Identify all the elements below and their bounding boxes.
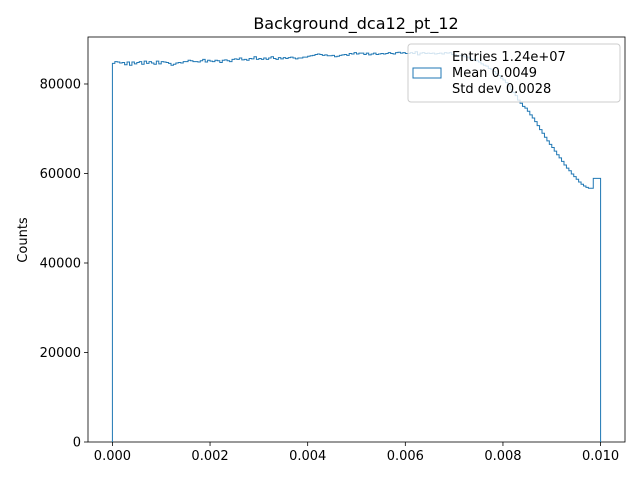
legend-mean: Mean 0.0049: [452, 66, 537, 81]
x-tick-label: 0.000: [94, 449, 131, 464]
histogram-series-line: [111, 51, 602, 442]
legend-entries: Entries 1.24e+07: [452, 50, 566, 65]
y-tick-label: 80000: [40, 77, 81, 92]
y-tick-label: 40000: [40, 256, 81, 271]
legend: Entries 1.24e+07 Mean 0.0049 Std dev 0.0…: [407, 43, 621, 103]
y-tick-label: 0: [73, 436, 81, 451]
y-axis-label: Counts: [16, 217, 31, 263]
y-tick-label: 60000: [40, 167, 81, 182]
legend-swatch: [412, 67, 442, 79]
x-tick-label: 0.008: [484, 449, 521, 464]
chart-title: Background_dca12_pt_12: [253, 14, 458, 34]
x-axis: 0.000 0.002 0.004 0.006 0.008 0.010: [94, 442, 619, 464]
y-axis: 0 20000 40000 60000 80000: [40, 77, 88, 451]
x-tick-label: 0.010: [582, 449, 619, 464]
legend-box: [407, 43, 621, 103]
y-tick-label: 20000: [40, 346, 81, 361]
x-tick-label: 0.004: [289, 449, 326, 464]
x-tick-label: 0.002: [191, 449, 228, 464]
plot-frame: [87, 36, 626, 443]
legend-std-dev: Std dev 0.0028: [452, 82, 551, 97]
x-tick-label: 0.006: [387, 449, 424, 464]
